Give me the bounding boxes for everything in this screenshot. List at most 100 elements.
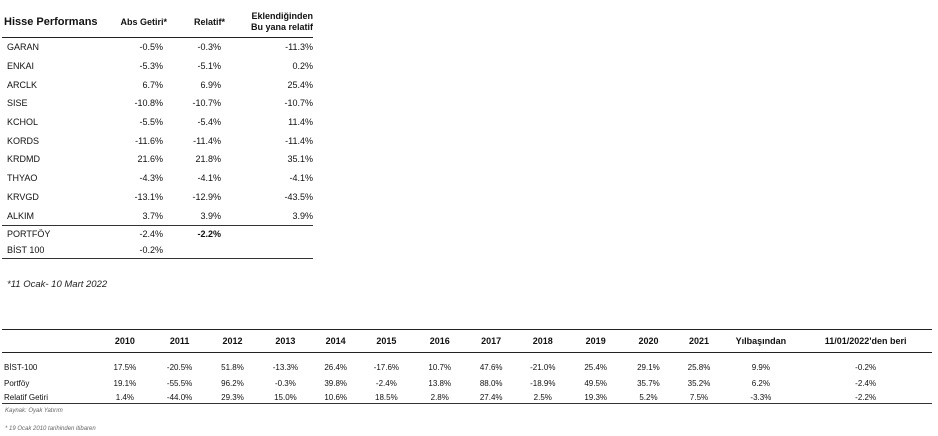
annual-value: 49.5% <box>584 378 608 388</box>
table-row: Portföy 19.1% -55.5% 96.2% -0.3% 39.8% -… <box>2 375 932 391</box>
annual-value: 26.4% <box>324 362 348 372</box>
since-added-column-header: Eklendiğinden Bu yana relatif <box>227 6 313 38</box>
since-date-header: 11/01/2022'den beri <box>799 329 932 353</box>
stock-name: SISE <box>7 98 28 109</box>
annual-value: -17.6% <box>373 362 400 372</box>
relative-column-header: Relatif* <box>169 6 227 38</box>
abs-return-column-header: Abs Getiri* <box>105 6 169 38</box>
since-added-return: -11.4% <box>285 135 313 146</box>
annual-value: -18.9% <box>530 378 556 388</box>
annual-value: 10.7% <box>428 362 452 372</box>
portfolio-row: PORTFÖY -2.4% -2.2% <box>2 225 313 242</box>
row-label-header <box>2 329 97 353</box>
abs-return: 3.7% <box>105 206 169 226</box>
stock-name: ENKAI <box>7 61 35 72</box>
table-row: SISE -10.8% -10.7% -10.7% <box>2 94 313 113</box>
row-label: Portföy <box>4 378 30 388</box>
table-row: ARCLK 6.7% 6.9% 25.4% <box>2 75 313 94</box>
annual-value: 88.0% <box>479 378 503 388</box>
stock-name: KRVGD <box>7 191 39 202</box>
ytd-value: -3.3% <box>722 391 800 404</box>
row-label: BİST-100 <box>4 362 38 372</box>
annual-value: 2.8% <box>412 391 467 404</box>
since-added-return: -43.5% <box>284 191 313 202</box>
annual-value: 47.6% <box>479 362 503 372</box>
annual-value: 18.5% <box>360 391 413 404</box>
year-header: 2016 <box>412 329 467 353</box>
abs-return: -11.6% <box>135 135 163 146</box>
portfolio-abs-return: -2.4% <box>139 228 163 239</box>
since-date-value: -0.2% <box>855 362 877 372</box>
since-added-return: 0.2% <box>292 61 313 72</box>
since-added-header-line2: Bu yana relatif <box>250 21 313 32</box>
annual-value: 1.4% <box>96 391 154 404</box>
performance-footnote: *11 Ocak- 10 Mart 2022 <box>7 279 108 290</box>
stock-name: THYAO <box>7 173 38 184</box>
stock-name: KCHOL <box>7 117 39 128</box>
stock-column-header: Hisse Performans <box>2 6 105 38</box>
year-header: 2014 <box>311 329 361 353</box>
annual-value: 35.7% <box>637 378 660 388</box>
table-row: KORDS -11.6% -11.4% -11.4% <box>2 131 313 150</box>
year-header: 2010 <box>96 329 154 353</box>
index-row: BİST 100 -0.2% <box>2 241 313 259</box>
stock-name: ALKIM <box>2 206 105 226</box>
stock-name: KORDS <box>7 135 40 146</box>
relative-return: -10.7% <box>192 98 221 109</box>
abs-return: -5.3% <box>139 61 163 72</box>
table-row: KRVGD -13.1% -12.9% -43.5% <box>2 188 313 207</box>
annual-value: 2.5% <box>515 391 570 404</box>
annual-value: -21.0% <box>530 362 556 372</box>
ytd-header: Yılbaşından <box>722 329 800 353</box>
annual-value: 29.1% <box>637 362 660 372</box>
table-row: ALKIM 3.7% 3.9% 3.9% <box>2 206 313 226</box>
annual-value: 10.6% <box>311 391 361 404</box>
ytd-value: 6.2% <box>751 378 770 388</box>
source-note: Kaynak: Oyak Yatırım <box>5 408 63 414</box>
annual-value: 19.3% <box>569 391 622 404</box>
relative-return: -5.4% <box>197 117 221 128</box>
annual-value: 35.2% <box>687 378 711 388</box>
relative-return: 3.9% <box>169 206 227 226</box>
annual-value: 96.2% <box>221 378 244 388</box>
ytd-value: 9.9% <box>751 362 770 372</box>
annual-value: 29.3% <box>205 391 260 404</box>
annual-value: -13.3% <box>272 362 299 372</box>
annual-value: 25.4% <box>584 362 608 372</box>
stock-name: ARCLK <box>7 79 38 90</box>
index-abs-return: -0.2% <box>105 241 169 259</box>
annual-value: 15.0% <box>259 391 312 404</box>
stock-performance-table: Hisse Performans Abs Getiri* Relatif* Ek… <box>2 6 313 259</box>
annual-value: 25.8% <box>687 362 711 372</box>
row-label: Relatif Getiri <box>2 391 97 404</box>
annual-value: 39.8% <box>324 378 348 388</box>
year-header: 2019 <box>569 329 622 353</box>
since-added-return: 11.4% <box>288 117 313 128</box>
since-added-header-line1: Eklendiğinden <box>251 10 313 21</box>
annual-value: 19.1% <box>113 378 137 388</box>
abs-return: -0.5% <box>139 42 163 53</box>
annual-value: 5.2% <box>621 391 676 404</box>
abs-return: 6.7% <box>142 79 163 90</box>
since-added-return: -11.3% <box>285 42 313 53</box>
since-date-value: -2.2% <box>799 391 932 404</box>
relative-return: -0.3% <box>197 42 221 53</box>
relative-return: -12.9% <box>192 191 221 202</box>
annual-value: -0.3% <box>274 378 296 388</box>
stock-rows: GARAN -0.5% -0.3% -11.3% ENKAI -5.3% -5.… <box>2 38 313 259</box>
annual-value: 27.4% <box>466 391 516 404</box>
since-added-return: 25.4% <box>287 79 313 90</box>
year-header: 2021 <box>675 329 723 353</box>
abs-return: -13.1% <box>134 191 163 202</box>
annual-returns-table: 2010 2011 2012 2013 2014 2015 2016 2017 … <box>2 329 932 404</box>
table-row: BİST-100 17.5% -20.5% 51.8% -13.3% 26.4%… <box>2 353 932 376</box>
portfolio-relative-return: -2.2% <box>197 228 221 239</box>
annual-value: -20.5% <box>166 362 193 372</box>
stock-name: KRDMD <box>7 154 40 165</box>
abs-return: -5.5% <box>139 117 163 128</box>
relative-return: -11.4% <box>193 135 221 146</box>
annual-value: -55.5% <box>166 378 193 388</box>
abs-return: 21.6% <box>137 154 163 165</box>
since-added-return: 35.1% <box>287 154 313 165</box>
relative-return: -4.1% <box>197 173 221 184</box>
